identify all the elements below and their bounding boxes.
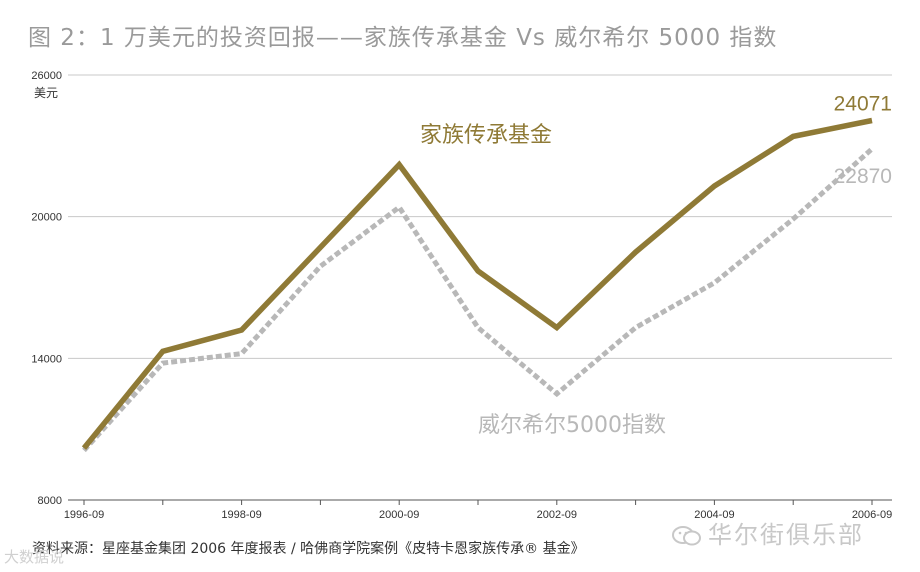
source-note: 资料来源：星座基金集团 2006 年度报表 / 哈佛商学院案例《皮特卡恩家族传承…: [32, 541, 585, 557]
watermark-small: 大数据说: [4, 548, 65, 566]
series-line-fund: [81, 117, 873, 450]
x-tick-label: 2002-09: [537, 509, 577, 521]
x-tick-label: 2004-09: [694, 509, 734, 521]
watermark-wechat: 华尔街俱乐部: [672, 515, 864, 550]
x-tick-label: 2000-09: [379, 509, 419, 521]
end-label-wilshire: 22870: [834, 165, 892, 188]
wechat-icon: [672, 526, 701, 546]
y-tick-label: 14000: [31, 353, 62, 365]
series-label-wilshire: 威尔希尔5000指数: [478, 413, 666, 438]
y-tick-label: 8000: [38, 495, 62, 507]
end-label-fund: 24071: [834, 93, 892, 116]
y-tick-label: 20000: [31, 212, 62, 224]
x-tick-label: 1996-09: [64, 509, 104, 521]
x-tick-label: 2006-09: [852, 509, 892, 521]
series-line-wilshire: [82, 147, 874, 453]
y-axis-label: 美元: [34, 86, 58, 100]
x-tick-label: 1998-09: [221, 509, 261, 521]
series-label-fund: 家族传承基金: [420, 123, 552, 148]
watermark-text: 华尔街俱乐部: [708, 521, 864, 549]
chart-title: 图 2：1 万美元的投资回报——家族传承基金 Vs 威尔希尔 5000 指数: [28, 25, 778, 51]
y-tick-label: 26000: [31, 70, 62, 82]
